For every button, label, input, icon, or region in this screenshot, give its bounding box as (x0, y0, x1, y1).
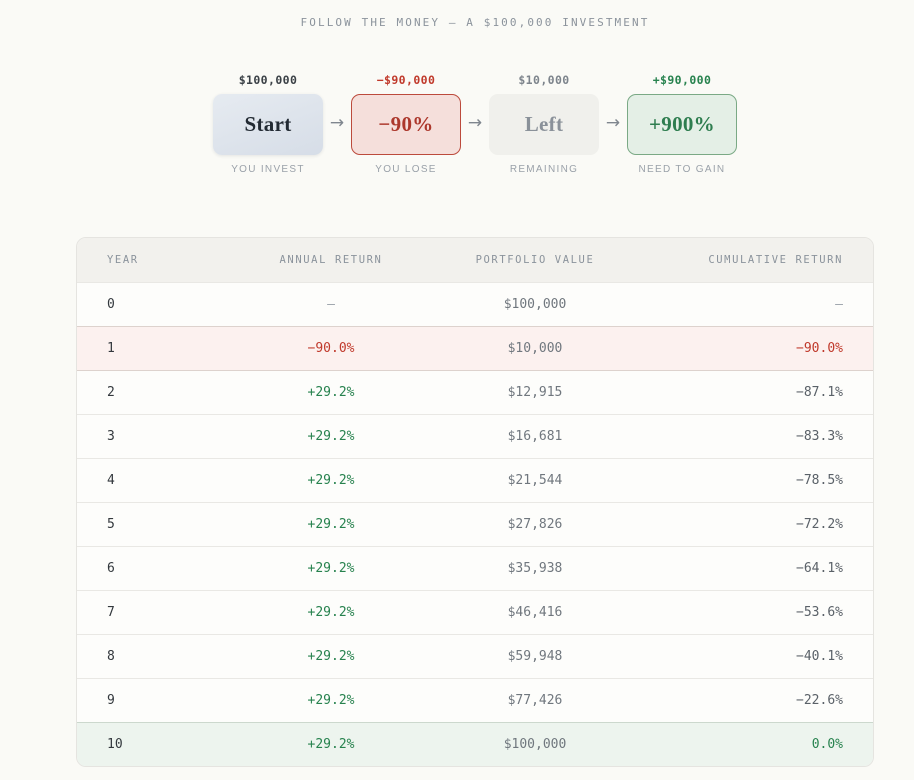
cumulative-return-cell: 0.0% (811, 737, 843, 752)
step-caption: YOU INVEST (231, 164, 305, 175)
portfolio-value-cell: $10,000 (507, 341, 563, 356)
table-header-row: YEAR ANNUAL RETURN PORTFOLIO VALUE CUMULATI… (77, 238, 873, 282)
portfolio-value-cell: $35,938 (507, 561, 563, 576)
table-row: 0 — $100,000 — (77, 282, 873, 326)
annual-return-cell: −90.0% (307, 341, 355, 356)
table-row: 10 +29.2% $100,000 0.0% (77, 722, 873, 766)
returns-table: YEAR ANNUAL RETURN PORTFOLIO VALUE CUMULATI… (76, 237, 874, 767)
cumulative-return-cell: — (835, 297, 843, 312)
annual-return-cell: +29.2% (307, 561, 355, 576)
step-amount: $100,000 (238, 73, 298, 87)
table-row: 8 +29.2% $59,948 −40.1% (77, 634, 873, 678)
step-amount: $10,000 (518, 73, 570, 87)
investment-flow-diagram: $100,000 Start YOU INVEST → −$90,000 −90… (76, 73, 874, 175)
year-cell: 9 (107, 693, 115, 708)
table-row: 3 +29.2% $16,681 −83.3% (77, 414, 873, 458)
step-box: −90% (351, 94, 461, 155)
year-cell: 7 (107, 605, 115, 620)
content-container: FOLLOW THE MONEY — A $100,000 INVESTMENT… (76, 0, 874, 767)
year-cell: 3 (107, 429, 115, 444)
step-caption: NEED TO GAIN (638, 164, 726, 175)
cumulative-return-cell: −53.6% (796, 605, 843, 620)
year-cell: 5 (107, 517, 115, 532)
step-label: −90% (378, 112, 434, 136)
cumulative-return-cell: −40.1% (796, 649, 843, 664)
portfolio-value-cell: $77,426 (507, 693, 563, 708)
step-amount: −$90,000 (376, 73, 436, 87)
cumulative-return-cell: −87.1% (796, 385, 843, 400)
portfolio-value-cell: $21,544 (507, 473, 563, 488)
portfolio-value-cell: $27,826 (507, 517, 563, 532)
table-row: 4 +29.2% $21,544 −78.5% (77, 458, 873, 502)
step-box: Left (489, 94, 599, 155)
cumulative-return-cell: −72.2% (796, 517, 843, 532)
annual-return-cell: +29.2% (307, 649, 355, 664)
flow-step: −$90,000 −90% YOU LOSE (351, 73, 461, 175)
table-row: 2 +29.2% $12,915 −87.1% (77, 370, 873, 414)
column-header: YEAR (107, 254, 139, 266)
portfolio-value-cell: $100,000 (503, 297, 567, 312)
portfolio-value-cell: $12,915 (507, 385, 563, 400)
annual-return-cell: +29.2% (307, 385, 355, 400)
portfolio-value-cell: $46,416 (507, 605, 563, 620)
year-cell: 4 (107, 473, 115, 488)
year-cell: 6 (107, 561, 115, 576)
year-cell: 2 (107, 385, 115, 400)
step-label: +900% (649, 112, 715, 136)
table-row: 9 +29.2% $77,426 −22.6% (77, 678, 873, 722)
column-header: PORTFOLIO VALUE (475, 254, 595, 266)
annual-return-cell: +29.2% (307, 737, 355, 752)
table-row: 7 +29.2% $46,416 −53.6% (77, 590, 873, 634)
cumulative-return-cell: −64.1% (796, 561, 843, 576)
flow-step: $100,000 Start YOU INVEST (213, 73, 323, 175)
arrow-right-icon: → (605, 113, 621, 133)
step-caption: REMAINING (509, 164, 579, 175)
step-label: Start (244, 112, 292, 136)
cumulative-return-cell: −78.5% (796, 473, 843, 488)
annual-return-cell: +29.2% (307, 517, 355, 532)
step-box: Start (213, 94, 323, 155)
step-box: +900% (627, 94, 737, 155)
cumulative-return-cell: −90.0% (796, 341, 843, 356)
portfolio-value-cell: $16,681 (507, 429, 563, 444)
flow-step: $10,000 Left REMAINING (489, 73, 599, 175)
page-title: FOLLOW THE MONEY — A $100,000 INVESTMENT (300, 16, 650, 29)
annual-return-cell: +29.2% (307, 429, 355, 444)
column-header: CUMULATIVE RETURN (708, 254, 843, 266)
arrow-right-icon: → (329, 113, 345, 133)
step-label: Left (524, 112, 564, 136)
year-cell: 8 (107, 649, 115, 664)
year-cell: 0 (107, 297, 115, 312)
annual-return-cell: +29.2% (307, 473, 355, 488)
arrow-right-icon: → (467, 113, 483, 133)
step-caption: YOU LOSE (375, 164, 437, 175)
column-header: ANNUAL RETURN (279, 254, 383, 266)
table-row: 1 −90.0% $10,000 −90.0% (77, 326, 873, 370)
annual-return-cell: +29.2% (307, 693, 355, 708)
annual-return-cell: — (327, 297, 335, 312)
step-amount: +$90,000 (652, 73, 712, 87)
cumulative-return-cell: −83.3% (796, 429, 843, 444)
portfolio-value-cell: $59,948 (507, 649, 563, 664)
table-row: 5 +29.2% $27,826 −72.2% (77, 502, 873, 546)
annual-return-cell: +29.2% (307, 605, 355, 620)
flow-step: +$90,000 +900% NEED TO GAIN (627, 73, 737, 175)
cumulative-return-cell: −22.6% (796, 693, 843, 708)
table-body: 0 — $100,000 — 1 −90.0% $10,000 −90.0% 2… (77, 282, 873, 766)
year-cell: 10 (107, 737, 123, 752)
year-cell: 1 (107, 341, 115, 356)
table-row: 6 +29.2% $35,938 −64.1% (77, 546, 873, 590)
portfolio-value-cell: $100,000 (503, 737, 567, 752)
